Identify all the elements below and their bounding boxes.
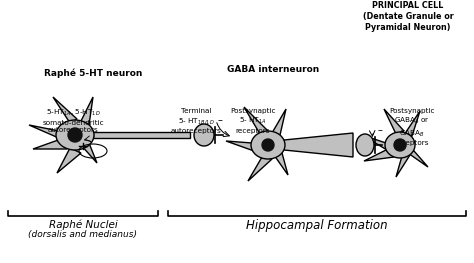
Text: Hippocampal Formation: Hippocampal Formation bbox=[246, 219, 388, 232]
Polygon shape bbox=[396, 155, 410, 177]
Polygon shape bbox=[80, 97, 93, 125]
Polygon shape bbox=[274, 153, 288, 175]
Circle shape bbox=[68, 128, 82, 142]
Text: Terminal
5- HT$_{1B/1D}$
autoreceptors: Terminal 5- HT$_{1B/1D}$ autoreceptors bbox=[171, 108, 221, 134]
Text: Raphé 5-HT neuron: Raphé 5-HT neuron bbox=[44, 68, 142, 78]
Ellipse shape bbox=[356, 134, 374, 156]
Polygon shape bbox=[404, 111, 420, 136]
Ellipse shape bbox=[194, 124, 214, 146]
Circle shape bbox=[394, 139, 406, 151]
Polygon shape bbox=[57, 148, 81, 173]
Text: 5-HT$_{1A}$, 5-HT$_{1D}$
somato-dendritic
autoreceptors: 5-HT$_{1A}$, 5-HT$_{1D}$ somato-dendriti… bbox=[42, 108, 104, 133]
Circle shape bbox=[262, 139, 274, 151]
Text: Postsynaptic
GABA$_A$ or
GABA$_B$
receptors: Postsynaptic GABA$_A$ or GABA$_B$ recept… bbox=[389, 108, 435, 146]
Polygon shape bbox=[408, 151, 428, 167]
Polygon shape bbox=[81, 143, 97, 163]
Polygon shape bbox=[93, 132, 190, 138]
Text: (dorsalis and medianus): (dorsalis and medianus) bbox=[28, 230, 137, 239]
Text: –: – bbox=[218, 115, 222, 125]
Ellipse shape bbox=[56, 120, 94, 150]
Polygon shape bbox=[384, 109, 404, 134]
Polygon shape bbox=[364, 150, 394, 161]
Ellipse shape bbox=[251, 131, 285, 159]
Polygon shape bbox=[33, 139, 67, 149]
Polygon shape bbox=[226, 141, 254, 151]
Text: Postsynaptic
5- HT$_{1A}$
receptors: Postsynaptic 5- HT$_{1A}$ receptors bbox=[230, 108, 276, 134]
Text: GABA interneuron: GABA interneuron bbox=[227, 65, 319, 74]
Polygon shape bbox=[248, 157, 272, 181]
Polygon shape bbox=[284, 133, 353, 157]
Polygon shape bbox=[272, 109, 286, 135]
Polygon shape bbox=[29, 125, 61, 139]
Text: PRINCIPAL CELL
(Dentate Granule or
Pyramidal Neuron): PRINCIPAL CELL (Dentate Granule or Pyram… bbox=[363, 1, 453, 32]
Polygon shape bbox=[362, 135, 387, 150]
Text: –: – bbox=[378, 125, 383, 135]
Ellipse shape bbox=[385, 132, 415, 158]
Text: Raphé Nuclei: Raphé Nuclei bbox=[49, 219, 118, 230]
Polygon shape bbox=[244, 107, 268, 134]
Polygon shape bbox=[53, 97, 77, 123]
